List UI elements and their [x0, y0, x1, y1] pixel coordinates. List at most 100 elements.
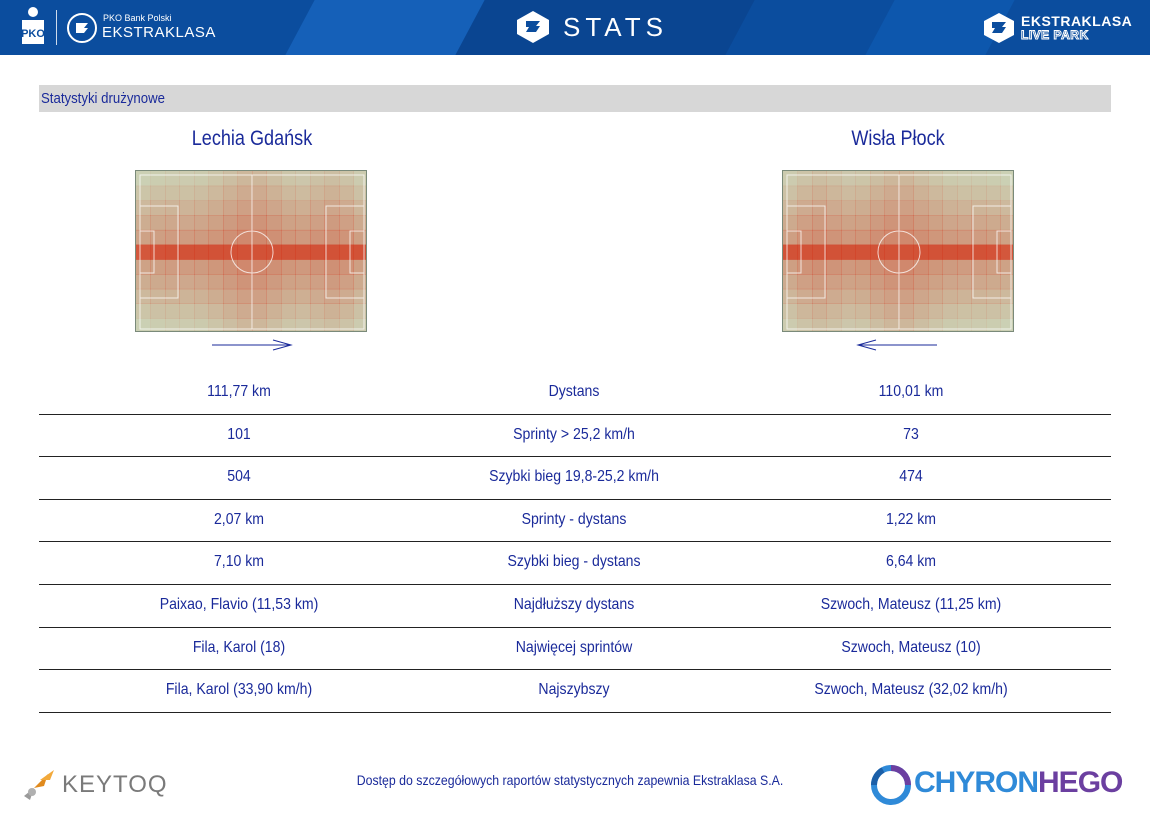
heatmap-cell	[957, 229, 972, 246]
heatmap-cell	[884, 171, 900, 187]
heatmap-cell	[971, 200, 987, 216]
heatmap-cell	[223, 185, 238, 201]
heatmap-cell	[986, 185, 1001, 201]
heatmap-cell	[913, 259, 929, 275]
heatmap-cell	[165, 185, 180, 201]
heatmap-cell	[136, 318, 151, 331]
heatmap-cell	[884, 200, 900, 216]
heatmap-cell	[971, 288, 987, 304]
heatmap-cell	[826, 215, 842, 231]
heatmap-cell	[295, 318, 311, 331]
heatmap-cell	[957, 303, 972, 319]
heatmap-cell	[826, 259, 842, 275]
heatmap-cell	[339, 303, 354, 319]
heatmap-cell	[928, 274, 943, 290]
heatmap-cell	[957, 215, 972, 231]
heatmap-cell	[310, 259, 325, 275]
heatmap-cell	[855, 259, 871, 275]
heatmap-cell	[797, 259, 813, 275]
heatmap-cell	[797, 185, 813, 201]
heatmap-cell	[783, 185, 798, 201]
heatmap-cell	[295, 244, 311, 260]
heatmap-cell	[884, 244, 900, 260]
heatmap-cell	[812, 244, 827, 260]
away-value: 6,64 km	[885, 553, 937, 571]
home-value: 2,07 km	[213, 510, 265, 528]
heatmap-cell	[179, 318, 195, 331]
heatmap-cell	[1000, 303, 1013, 319]
heatmap-cell	[266, 171, 282, 187]
heatmap-cell	[812, 318, 827, 331]
heatmap-cell	[913, 288, 929, 304]
heatmap-cell	[1000, 200, 1013, 216]
heatmap-cell	[783, 171, 798, 187]
heatmap-cell	[194, 274, 209, 290]
heatmap-cell	[310, 318, 325, 331]
heatmap-cell	[324, 274, 340, 290]
stats-logo-icon	[517, 11, 549, 43]
heatmap-cell	[179, 200, 195, 216]
heatmap-cell	[812, 288, 827, 304]
heatmap-cell	[841, 215, 856, 231]
heatmap-cell	[783, 244, 798, 260]
heatmap-cell	[136, 200, 151, 216]
heatmap-cell	[223, 200, 238, 216]
heatmap-cell	[826, 274, 842, 290]
heatmap-cell	[826, 229, 842, 246]
heatmap-cell	[913, 215, 929, 231]
live-park-line2: LIVE PARK	[1021, 28, 1089, 43]
home-value: 7,10 km	[213, 553, 265, 571]
heatmap-cell	[150, 215, 166, 231]
heatmap-cell	[913, 244, 929, 260]
heatmap-cell	[150, 229, 166, 246]
heatmap-cell	[165, 229, 180, 246]
heatmap-cell	[928, 215, 943, 231]
heatmap-cell	[942, 288, 958, 304]
table-row: Paixao, Flavio (11,53 km) Najdłuższy dys…	[39, 585, 1111, 628]
svg-text:PKO: PKO	[21, 28, 45, 40]
heatmap-cell	[826, 244, 842, 260]
heatmap-cell	[783, 274, 798, 290]
table-row: 2,07 km Sprinty - dystans 1,22 km	[39, 500, 1111, 543]
heatmap-cell	[353, 318, 366, 331]
heatmap-cell	[310, 288, 325, 304]
stat-label: Dystans	[548, 383, 600, 400]
heatmap-cell	[942, 185, 958, 201]
heatmap-cell	[928, 229, 943, 246]
heatmap-cell	[266, 185, 282, 201]
heatmap-cell	[841, 303, 856, 319]
heatmap-cell	[841, 171, 856, 187]
heatmap-cell	[353, 259, 366, 275]
heatmap-cell	[150, 318, 166, 331]
heatmap-cell	[942, 274, 958, 290]
heatmap-cell	[899, 288, 914, 304]
stat-label: Najwięcej sprintów	[515, 638, 633, 656]
heatmap-cell	[339, 288, 354, 304]
heatmap-cell	[797, 244, 813, 260]
heatmap-cell	[150, 274, 166, 290]
heatmap-cell	[783, 303, 798, 319]
heatmap-cell	[797, 274, 813, 290]
heatmap-cell	[899, 259, 914, 275]
heatmap-cell	[855, 215, 871, 231]
heatmap-cell	[812, 215, 827, 231]
heatmap-cell	[942, 318, 958, 331]
heatmap-cell	[826, 185, 842, 201]
heatmap-cell	[295, 215, 311, 231]
away-team-name: Wisła Płock	[851, 127, 945, 150]
heatmap-cell	[208, 229, 224, 246]
heatmap-cell	[208, 185, 224, 201]
heatmap-cell	[266, 215, 282, 231]
heatmap-cell	[136, 185, 151, 201]
heatmap-cell	[942, 303, 958, 319]
heatmap-cell	[194, 185, 209, 201]
stat-label: Sprinty > 25,2 km/h	[513, 425, 635, 443]
heatmap-cell	[266, 244, 282, 260]
heatmap-cell	[208, 259, 224, 275]
heatmap-cell	[986, 171, 1001, 187]
heatmap-cell	[783, 229, 798, 246]
heatmap-cell	[194, 171, 209, 187]
heatmap-cell	[826, 303, 842, 319]
heatmap-cell	[783, 215, 798, 231]
heatmap-cell	[870, 259, 885, 275]
